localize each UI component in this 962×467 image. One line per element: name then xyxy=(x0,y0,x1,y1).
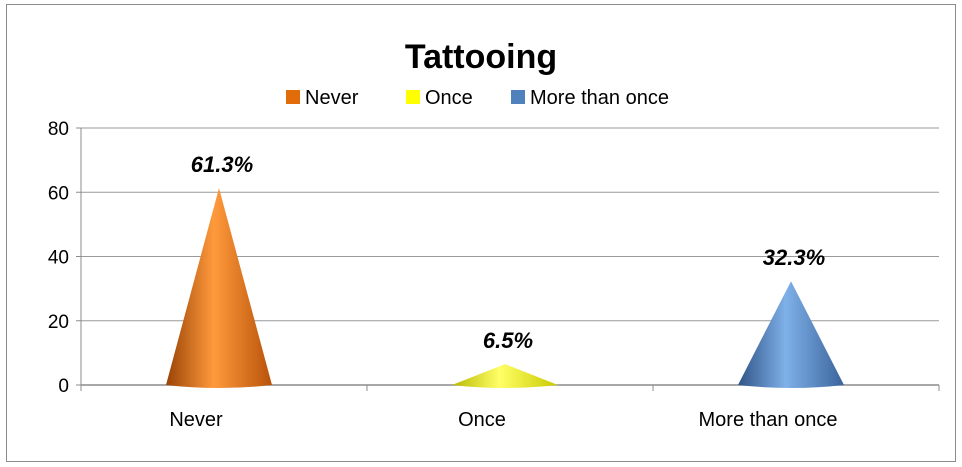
data-label: 6.5% xyxy=(483,328,533,353)
y-tick-label: 60 xyxy=(48,183,69,204)
data-label: 32.3% xyxy=(763,245,825,270)
legend-swatch-more-than-once xyxy=(511,90,525,104)
cone-once xyxy=(452,364,558,388)
y-tick-label: 80 xyxy=(48,119,69,140)
y-axis-ticks: 0 20 40 60 80 xyxy=(48,119,81,397)
legend-swatch-never xyxy=(286,90,300,104)
cones xyxy=(166,188,844,388)
data-label: 61.3% xyxy=(191,152,253,177)
x-axis-ticks xyxy=(80,385,940,391)
y-tick-label: 0 xyxy=(58,376,69,397)
legend-label-once: Once xyxy=(425,87,473,109)
category-label: More than once xyxy=(699,409,838,431)
legend-swatch-once xyxy=(406,90,420,104)
chart-title: Tattooing xyxy=(405,38,557,76)
cone-more-than-once xyxy=(738,281,844,388)
category-labels: Never Once More than once xyxy=(169,409,837,431)
category-label: Never xyxy=(169,409,223,431)
legend-label-never: Never xyxy=(305,87,359,109)
category-label: Once xyxy=(458,409,506,431)
data-labels: 61.3% 6.5% 32.3% xyxy=(191,152,825,353)
y-tick-label: 40 xyxy=(48,248,69,269)
cone-never xyxy=(166,188,272,388)
legend-label-more-than-once: More than once xyxy=(530,87,669,109)
legend: Never Once More than once xyxy=(286,87,669,109)
y-tick-label: 20 xyxy=(48,312,69,333)
